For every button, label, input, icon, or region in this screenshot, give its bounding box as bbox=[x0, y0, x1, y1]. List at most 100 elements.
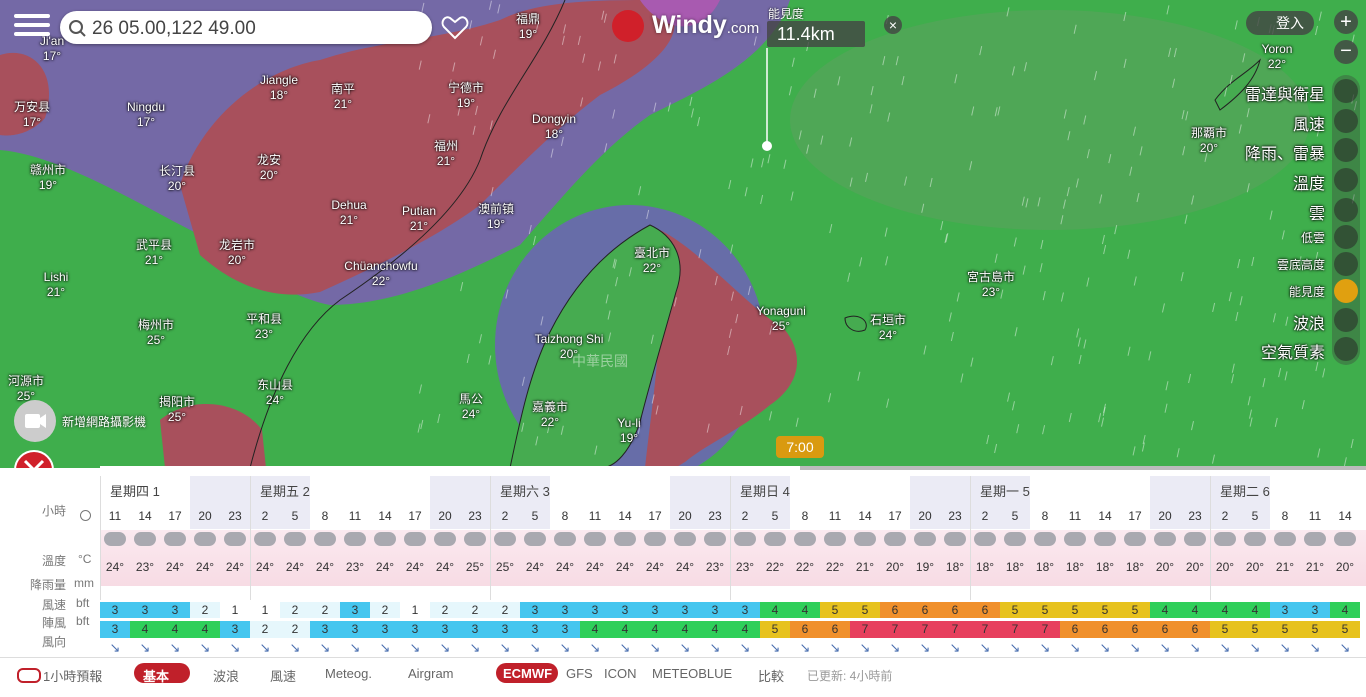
layer-icon[interactable] bbox=[1334, 79, 1358, 103]
menu-button[interactable] bbox=[14, 14, 50, 40]
wind-arrow: ↘ bbox=[229, 640, 241, 655]
temp: 23° bbox=[735, 560, 755, 574]
rain-streak bbox=[820, 135, 824, 145]
zoom-out[interactable]: − bbox=[1334, 40, 1358, 64]
favorite-button[interactable] bbox=[441, 15, 469, 41]
tab[interactable]: 基本 bbox=[143, 669, 170, 684]
logo-suffix: .com bbox=[726, 20, 760, 37]
timeline-time[interactable]: 7:00 bbox=[776, 436, 824, 458]
map-label: Dehua 21° bbox=[331, 198, 366, 228]
rain-streak bbox=[1181, 110, 1185, 120]
layer-label[interactable]: 能見度 bbox=[1288, 285, 1325, 299]
wind-arrow: ↘ bbox=[679, 640, 691, 655]
rain-streak bbox=[1165, 381, 1169, 391]
logo[interactable]: Windy.com bbox=[652, 11, 759, 40]
layer-label[interactable]: 降雨、雷暴 bbox=[1244, 146, 1325, 163]
tab[interactable]: 風速 bbox=[270, 669, 297, 684]
layer-label[interactable]: 風速 bbox=[1292, 117, 1325, 134]
map-label-temp: 20° bbox=[559, 347, 579, 361]
map-label-name: 宁德市 bbox=[447, 81, 485, 95]
webcam-button[interactable] bbox=[14, 400, 56, 442]
rain-streak bbox=[1239, 296, 1243, 306]
layer-icon[interactable] bbox=[1334, 308, 1358, 332]
rain-streak bbox=[1188, 373, 1192, 384]
rain-streak bbox=[901, 76, 905, 86]
layer-label[interactable]: 波浪 bbox=[1292, 316, 1325, 333]
map-label-temp: 25° bbox=[146, 333, 166, 347]
tab[interactable]: 波浪 bbox=[213, 669, 240, 684]
layer-label[interactable]: 雲 bbox=[1308, 206, 1325, 223]
login-button[interactable]: 登入 bbox=[1246, 11, 1314, 35]
wind-arrow: ↘ bbox=[799, 640, 811, 655]
rain-streak bbox=[1078, 354, 1082, 365]
rain-streak bbox=[607, 310, 611, 320]
gust-cell: 6 bbox=[820, 621, 850, 638]
rain-streak bbox=[887, 112, 891, 122]
layer-label[interactable]: 溫度 bbox=[1292, 176, 1325, 193]
map-label: Ningdu 17° bbox=[127, 100, 165, 130]
map-label-name: 馬公 bbox=[458, 392, 484, 406]
night-shade bbox=[940, 476, 970, 529]
layer-label[interactable]: 低雲 bbox=[1300, 231, 1325, 245]
layer-icon[interactable] bbox=[1334, 225, 1358, 249]
hour: 2 bbox=[501, 509, 509, 523]
hour: 2 bbox=[1221, 509, 1229, 523]
weather-icon bbox=[284, 532, 306, 546]
rain-streak bbox=[1007, 392, 1011, 402]
hourly-label[interactable]: 1小時預報 bbox=[43, 669, 103, 684]
search-box[interactable]: 26 05.00,122 49.00 bbox=[60, 11, 432, 44]
rain-streak bbox=[1114, 224, 1118, 235]
map-label-temp: 20° bbox=[1199, 141, 1219, 155]
wind-cell: 3 bbox=[160, 602, 190, 618]
map-label: 东山县 24° bbox=[257, 378, 293, 408]
layer-icon[interactable] bbox=[1334, 337, 1358, 361]
rain-streak bbox=[1315, 25, 1318, 36]
hour: 11 bbox=[588, 509, 602, 523]
search-icon bbox=[69, 20, 86, 37]
rain-streak bbox=[421, 2, 425, 12]
hourly-toggle[interactable] bbox=[17, 668, 41, 683]
layer-icon[interactable] bbox=[1334, 168, 1358, 192]
temp: 18° bbox=[1005, 560, 1025, 574]
wind-cell: 6 bbox=[970, 602, 1000, 618]
hour: 17 bbox=[168, 509, 182, 523]
popup-close[interactable]: × bbox=[884, 16, 902, 34]
rain-streak bbox=[750, 158, 754, 168]
rain-streak bbox=[1021, 196, 1025, 206]
model-active[interactable] bbox=[496, 663, 558, 683]
hour: 17 bbox=[408, 509, 422, 523]
wind-arrow: ↘ bbox=[469, 640, 481, 655]
tab[interactable]: Airgram bbox=[408, 666, 454, 681]
rain-streak bbox=[886, 398, 890, 408]
rain-streak bbox=[945, 232, 949, 243]
layer-icon[interactable] bbox=[1334, 252, 1358, 276]
temp: 20° bbox=[1335, 560, 1355, 574]
layer-label[interactable]: 雲底高度 bbox=[1276, 258, 1325, 272]
model[interactable]: ECMWF bbox=[503, 666, 553, 681]
gust-cell: 3 bbox=[340, 621, 370, 638]
layer-label[interactable]: 空氣質素 bbox=[1260, 345, 1325, 362]
rain-streak bbox=[689, 96, 693, 106]
gust-cell: 4 bbox=[640, 621, 670, 638]
layer-label[interactable]: 雷達與衛星 bbox=[1244, 87, 1325, 104]
wind-cell: 3 bbox=[730, 602, 760, 618]
wind-arrow: ↘ bbox=[199, 640, 211, 655]
tab[interactable]: Meteog. bbox=[325, 666, 372, 681]
tab-active[interactable] bbox=[134, 663, 190, 683]
rain-streak bbox=[540, 316, 544, 326]
model[interactable]: METEOBLUE bbox=[652, 666, 733, 681]
model[interactable]: GFS bbox=[566, 666, 593, 681]
model[interactable]: ICON bbox=[604, 666, 637, 681]
layer-icon[interactable] bbox=[1334, 279, 1358, 303]
temp: 20° bbox=[1215, 560, 1235, 574]
layer-icon[interactable] bbox=[1334, 198, 1358, 222]
rain-streak bbox=[1014, 327, 1018, 337]
wind-cell: 3 bbox=[1270, 602, 1300, 618]
compare[interactable]: 比較 bbox=[758, 669, 785, 684]
layer-icon[interactable] bbox=[1334, 138, 1358, 162]
wind-arrow: ↘ bbox=[349, 640, 361, 655]
rain-streak bbox=[1129, 166, 1133, 176]
layer-icon[interactable] bbox=[1334, 109, 1358, 133]
zoom-in[interactable]: + bbox=[1334, 10, 1358, 34]
logo-icon[interactable] bbox=[612, 10, 644, 42]
